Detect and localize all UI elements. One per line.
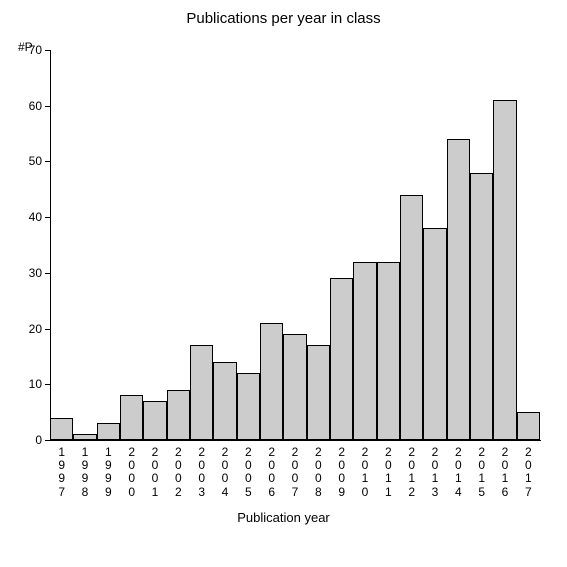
bar (167, 390, 190, 440)
x-tick-label: 2008 (312, 446, 324, 499)
bar (493, 100, 516, 440)
x-tick-label: 2003 (196, 446, 208, 499)
y-tick (45, 217, 50, 218)
y-tick-label: 10 (22, 377, 42, 391)
bar (353, 262, 376, 440)
y-tick (45, 273, 50, 274)
x-tick-label: 2002 (172, 446, 184, 499)
x-tick-label: 2016 (499, 446, 511, 499)
x-tick-label: 1999 (102, 446, 114, 499)
bar (50, 418, 73, 440)
x-tick-label: 2007 (289, 446, 301, 499)
y-tick-label: 50 (22, 154, 42, 168)
bar (283, 334, 306, 440)
y-tick-label: 60 (22, 99, 42, 113)
y-tick (45, 161, 50, 162)
bar (143, 401, 166, 440)
x-tick-label: 2013 (429, 446, 441, 499)
bar (237, 373, 260, 440)
bar (190, 345, 213, 440)
bar (97, 423, 120, 440)
x-tick-label: 2005 (242, 446, 254, 499)
chart-container: Publications per year in class #P 010203… (0, 0, 567, 567)
chart-title: Publications per year in class (0, 10, 567, 27)
x-tick-label: 1998 (79, 446, 91, 499)
bar (213, 362, 236, 440)
bar (260, 323, 283, 440)
y-tick-label: 20 (22, 322, 42, 336)
y-tick (45, 106, 50, 107)
bar (447, 139, 470, 440)
x-tick-label: 2011 (382, 446, 394, 499)
x-tick-label: 2001 (149, 446, 161, 499)
bar (517, 412, 540, 440)
x-axis-label: Publication year (0, 510, 567, 525)
bar (120, 395, 143, 440)
x-tick-label: 1997 (56, 446, 68, 499)
y-tick (45, 384, 50, 385)
x-tick-label: 2006 (266, 446, 278, 499)
y-tick (45, 440, 50, 441)
x-tick-label: 2004 (219, 446, 231, 499)
y-tick-label: 70 (22, 43, 42, 57)
x-tick-label: 2017 (522, 446, 534, 499)
x-tick-label: 2010 (359, 446, 371, 499)
x-tick-label: 2012 (406, 446, 418, 499)
bar (330, 278, 353, 440)
y-tick (45, 50, 50, 51)
x-tick-label: 2000 (126, 446, 138, 499)
bar (423, 228, 446, 440)
x-tick-label: 2014 (452, 446, 464, 499)
bar (400, 195, 423, 440)
bar (307, 345, 330, 440)
y-tick (45, 329, 50, 330)
bar (73, 434, 96, 440)
y-tick-label: 0 (22, 433, 42, 447)
y-tick-label: 40 (22, 210, 42, 224)
bar (470, 173, 493, 440)
x-tick-label: 2009 (336, 446, 348, 499)
bar (377, 262, 400, 440)
x-tick-label: 2015 (476, 446, 488, 499)
y-tick-label: 30 (22, 266, 42, 280)
